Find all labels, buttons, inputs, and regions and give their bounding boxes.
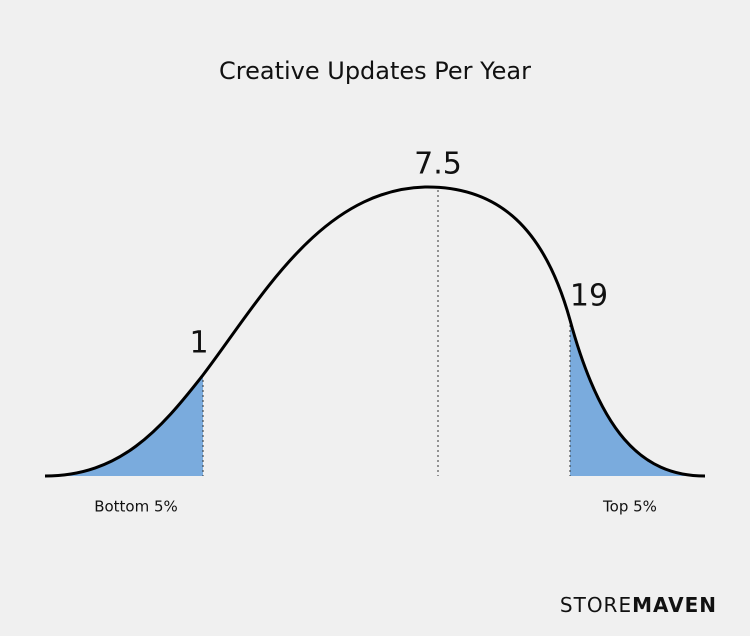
low-label: 1: [189, 326, 208, 361]
top-region-label: Top 5%: [602, 498, 657, 516]
logo-bold: MAVEN: [632, 593, 717, 617]
mean-label: 7.5: [414, 147, 462, 182]
logo: STOREMAVEN: [560, 593, 717, 617]
logo-light: STORE: [560, 593, 632, 617]
top-region: [570, 320, 705, 476]
bottom-region-label: Bottom 5%: [94, 498, 178, 516]
bottom-region: [45, 375, 203, 476]
title: Creative Updates Per Year: [219, 57, 531, 85]
high-label: 19: [570, 279, 608, 314]
bell-curve: [44, 185, 706, 478]
